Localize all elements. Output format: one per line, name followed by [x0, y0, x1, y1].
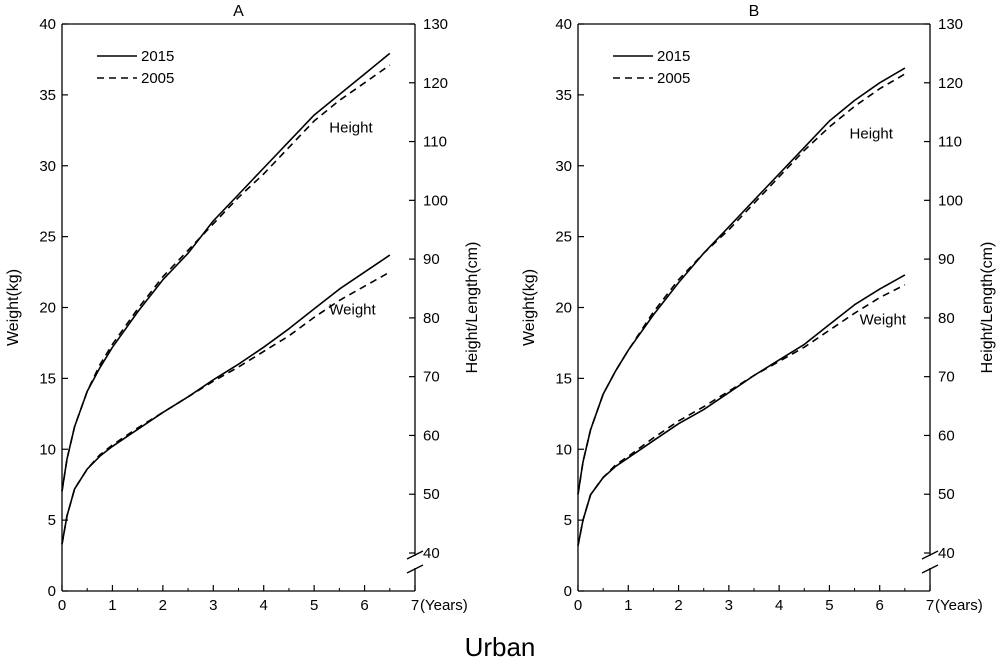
- series-annotation-weight: Weight: [329, 302, 376, 319]
- x-tick-label: 1: [108, 597, 116, 614]
- figure-caption: Urban: [465, 632, 536, 660]
- chart-panel-a: 0 1 2 3 4 5 6 7 (Years) 0 5 10 15 20 25 30 35 40 40 50 60 70 8…: [5, 3, 481, 614]
- series-line-height-2005: [577, 73, 906, 495]
- x-axis-label: (Years): [420, 597, 468, 614]
- y-right-tick-label: 80: [938, 310, 955, 327]
- x-tick-label: 7: [411, 597, 419, 614]
- x-tick-label: 5: [310, 597, 318, 614]
- y-right-tick-label: 70: [423, 369, 440, 386]
- y-left-tick-label: 35: [555, 87, 572, 104]
- y-right-tick-label: 90: [423, 251, 440, 268]
- y-left-tick-label: 25: [555, 229, 572, 246]
- panel-title: A: [233, 3, 244, 20]
- chart-panel-b: 0 1 2 3 4 5 6 7 (Years) 0 5 10 15 20 25 30 35 40 40 50 60 70 8…: [521, 3, 996, 614]
- y-left-tick-label: 10: [39, 441, 56, 458]
- x-tick-label: 0: [574, 597, 582, 614]
- y-right-tick-label: 50: [938, 486, 955, 503]
- x-tick-label: 4: [775, 597, 783, 614]
- x-tick-label: 4: [260, 597, 268, 614]
- y-right-tick-label: 60: [423, 427, 440, 444]
- x-tick-label: 7: [926, 597, 934, 614]
- y-left-tick-label: 15: [39, 370, 56, 387]
- series-annotation-height: Height: [850, 126, 894, 143]
- panel-title: B: [749, 3, 760, 20]
- series-line-weight-2015: [577, 274, 906, 546]
- x-tick-label: 5: [825, 597, 833, 614]
- y-left-tick-label: 40: [555, 16, 572, 33]
- y-right-tick-label: 120: [423, 75, 448, 92]
- y-left-tick-label: 30: [555, 158, 572, 175]
- y-left-axis-title: Weight(kg): [5, 269, 22, 346]
- series-line-height-2005: [61, 64, 391, 492]
- legend-label-2015: 2015: [141, 48, 174, 65]
- x-tick-label: 0: [58, 597, 66, 614]
- y-left-axis-title: Weight(kg): [521, 269, 538, 346]
- y-left-tick-label: 25: [39, 229, 56, 246]
- y-right-tick-label: 40: [423, 545, 440, 562]
- legend-label-2005: 2005: [657, 70, 690, 87]
- x-tick-label: 6: [876, 597, 884, 614]
- series-line-weight-2015: [61, 254, 391, 545]
- y-left-tick-label: 5: [48, 512, 56, 529]
- y-right-tick-label: 110: [423, 134, 447, 151]
- y-left-tick-label: 5: [564, 512, 572, 529]
- y-left-tick-label: 35: [39, 87, 56, 104]
- y-right-tick-label: 130: [423, 16, 448, 33]
- legend-label-2015: 2015: [657, 48, 690, 65]
- y-left-tick-label: 20: [39, 300, 56, 317]
- y-right-tick-label: 130: [938, 16, 963, 33]
- y-left-tick-label: 15: [555, 370, 572, 387]
- y-right-axis-title: Height/Length(cm): [464, 242, 481, 374]
- y-left-tick-label: 0: [48, 583, 56, 600]
- legend-label-2005: 2005: [141, 70, 174, 87]
- series-line-weight-2005: [577, 284, 906, 546]
- y-right-tick-label: 100: [938, 192, 963, 209]
- x-tick-label: 2: [159, 597, 167, 614]
- x-tick-label: 1: [624, 597, 632, 614]
- y-left-tick-label: 10: [555, 441, 572, 458]
- x-axis-label: (Years): [935, 597, 983, 614]
- axis-break-mark: [921, 550, 939, 560]
- y-right-tick-label: 120: [938, 75, 963, 92]
- y-left-tick-label: 40: [39, 16, 56, 33]
- y-right-tick-label: 70: [938, 369, 955, 386]
- x-tick-label: 3: [209, 597, 217, 614]
- axis-break-mark: [406, 564, 424, 574]
- y-right-tick-label: 100: [423, 192, 448, 209]
- y-right-tick-label: 110: [938, 134, 962, 151]
- x-tick-label: 3: [725, 597, 733, 614]
- y-right-tick-label: 60: [938, 427, 955, 444]
- series-line-weight-2005: [61, 271, 391, 545]
- y-right-tick-label: 40: [938, 545, 955, 562]
- series-annotation-height: Height: [329, 120, 373, 137]
- y-left-tick-label: 0: [564, 583, 572, 600]
- x-tick-label: 6: [360, 597, 368, 614]
- y-left-tick-label: 30: [39, 158, 56, 175]
- y-left-tick-label: 20: [555, 300, 572, 317]
- y-right-axis-title: Height/Length(cm): [979, 242, 996, 374]
- axis-break-mark: [406, 550, 424, 560]
- x-tick-label: 2: [674, 597, 682, 614]
- y-right-tick-label: 90: [938, 251, 955, 268]
- series-annotation-weight: Weight: [860, 312, 907, 329]
- y-right-tick-label: 50: [423, 486, 440, 503]
- y-right-tick-label: 80: [423, 310, 440, 327]
- axis-break-mark: [921, 564, 939, 574]
